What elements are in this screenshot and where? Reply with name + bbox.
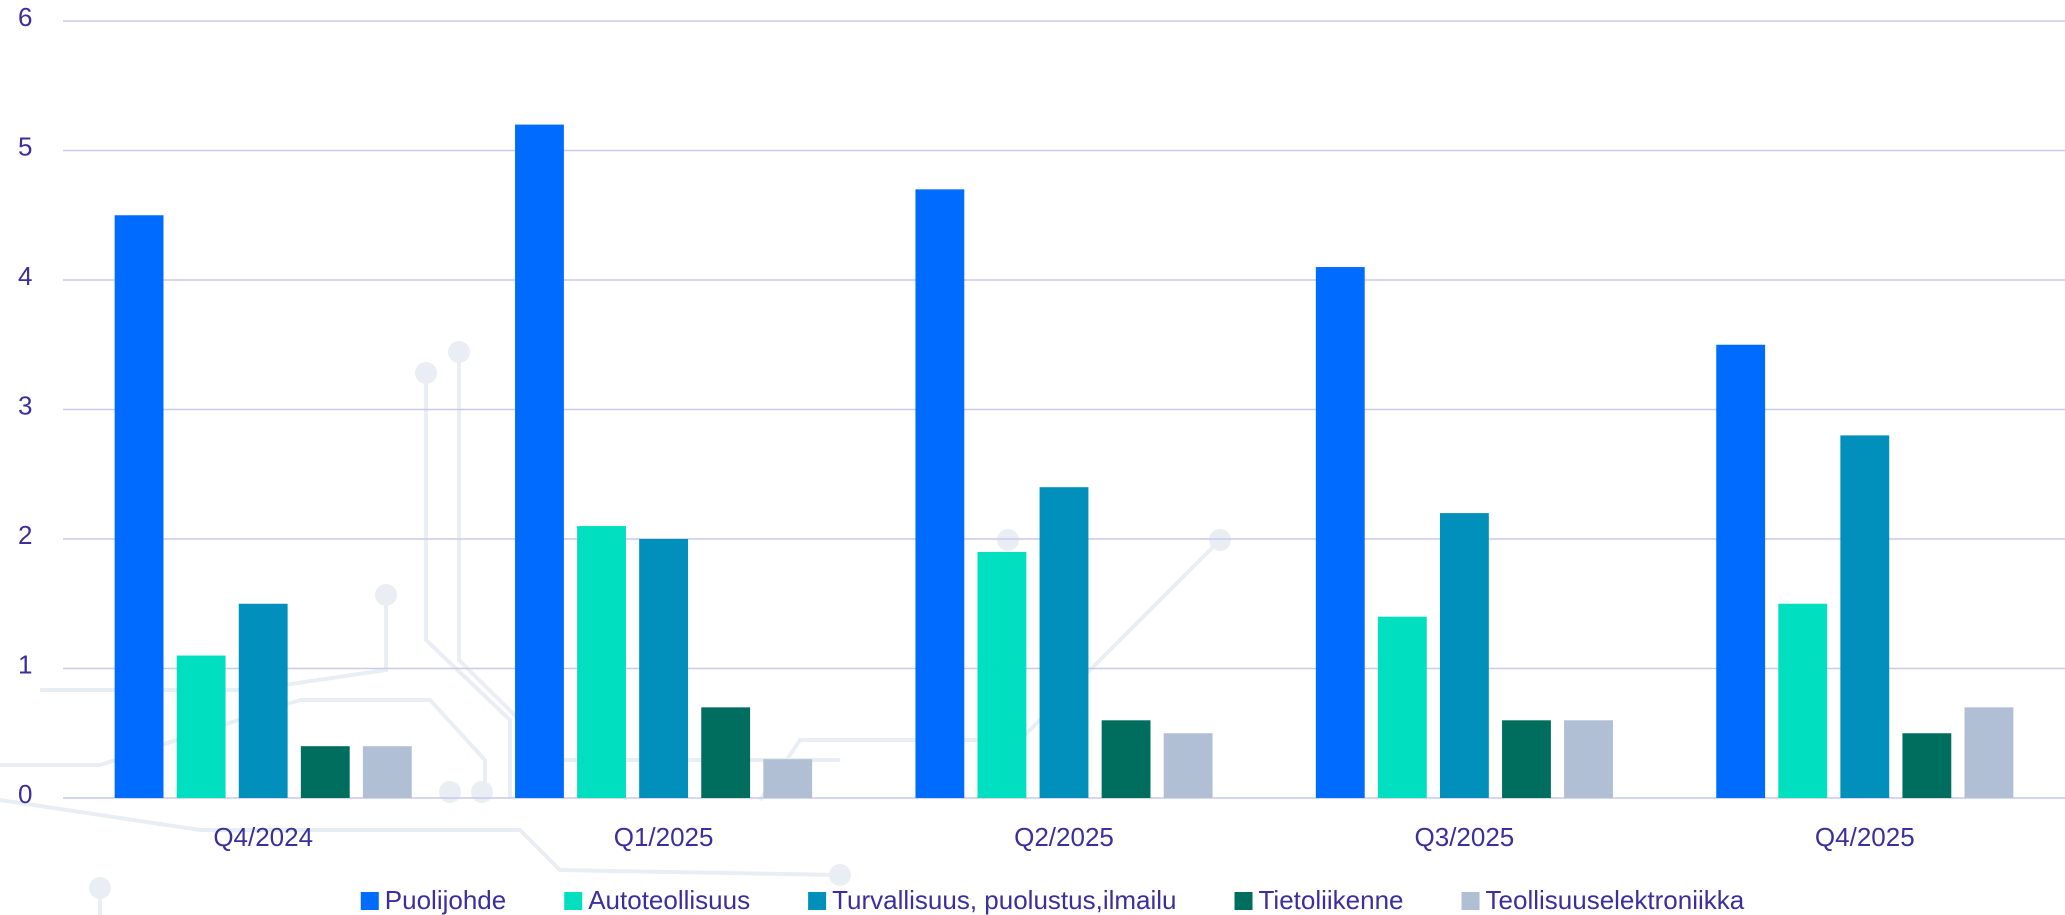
bar <box>300 746 350 798</box>
x-tick-label: Q1/2025 <box>614 822 714 852</box>
legend-swatch <box>1234 892 1253 910</box>
bar <box>977 551 1027 798</box>
bar <box>1902 733 1952 798</box>
bar <box>1039 487 1089 798</box>
legend-swatch <box>1461 892 1480 910</box>
bar <box>1778 603 1828 798</box>
x-tick-label: Q3/2025 <box>1415 822 1515 852</box>
bar <box>1964 707 2014 798</box>
y-tick-label: 3 <box>18 390 32 420</box>
legend-label: Puolijohde <box>385 885 506 915</box>
bar <box>176 655 226 798</box>
background-decoration <box>0 341 1231 915</box>
legend-label: Turvallisuus, puolustus,ilmailu <box>832 885 1176 915</box>
x-tick-label: Q4/2024 <box>213 822 313 852</box>
legend-label: Autoteollisuus <box>588 885 750 915</box>
y-tick-label: 5 <box>18 131 32 161</box>
bar <box>1101 720 1151 798</box>
bar <box>1315 267 1365 798</box>
y-tick-label: 2 <box>18 520 32 550</box>
bar <box>114 215 164 798</box>
bar <box>915 189 965 799</box>
bar <box>763 759 813 798</box>
bar <box>1716 344 1766 798</box>
bar <box>577 526 626 798</box>
legend-label: Teollisuuselektroniikka <box>1486 885 1745 915</box>
y-tick-label: 4 <box>18 261 32 291</box>
bar <box>238 603 288 798</box>
legend-swatch <box>360 892 379 910</box>
legend-swatch <box>564 892 583 910</box>
bar <box>1377 616 1427 798</box>
bar <box>701 707 751 798</box>
x-tick-label: Q4/2025 <box>1815 822 1915 852</box>
bar <box>639 539 689 798</box>
bar <box>1840 435 1890 798</box>
y-tick-label: 0 <box>18 779 32 809</box>
y-tick-label: 1 <box>18 649 32 679</box>
bar <box>362 746 412 798</box>
y-tick-label: 6 <box>18 2 32 32</box>
bar <box>1564 720 1613 798</box>
legend-label: Tietoliikenne <box>1259 885 1404 915</box>
x-tick-label: Q2/2025 <box>1014 822 1114 852</box>
bar <box>515 124 564 799</box>
bar <box>1163 733 1213 798</box>
bar <box>1439 513 1489 798</box>
bar <box>1502 720 1551 798</box>
legend-swatch <box>808 892 827 910</box>
